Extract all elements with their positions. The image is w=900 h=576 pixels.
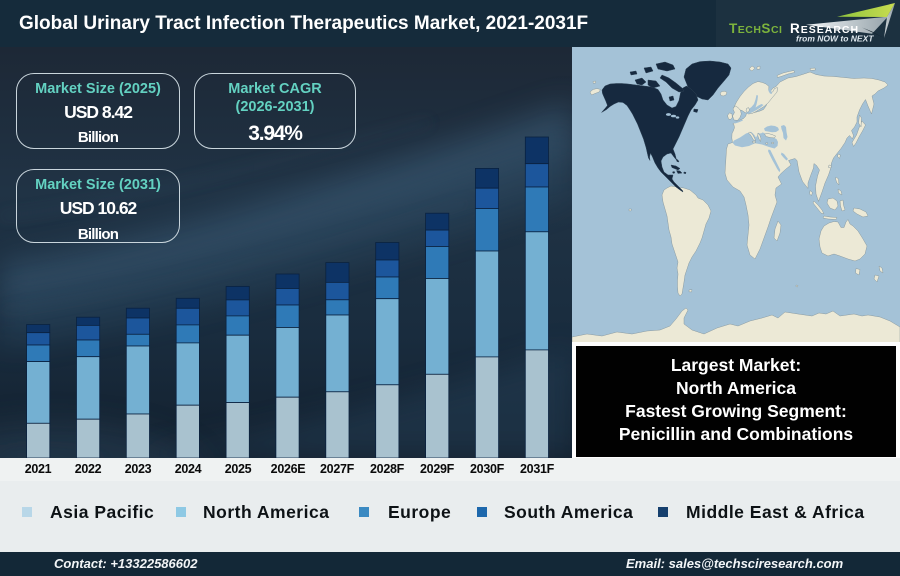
svg-text:from NOW to NEXT: from NOW to NEXT [796, 34, 874, 44]
svg-text:TECHSCI: TECHSCI [729, 21, 782, 36]
svg-text:RESEARCH: RESEARCH [790, 21, 859, 36]
